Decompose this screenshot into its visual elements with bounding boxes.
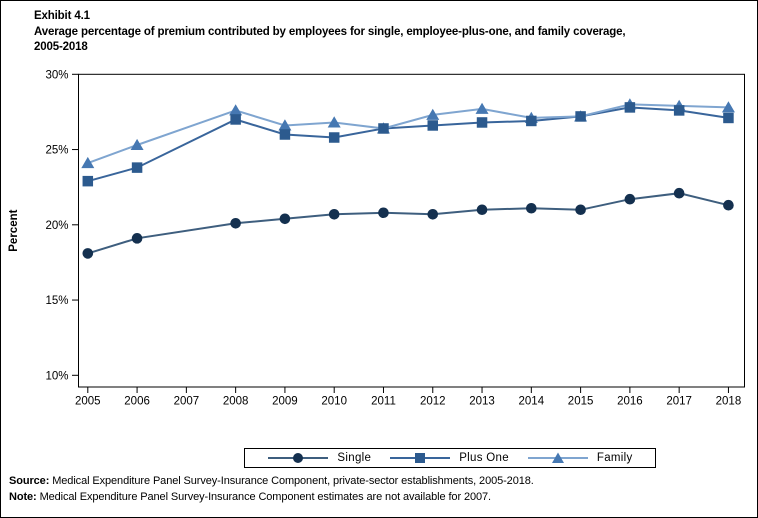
single-marker-2009 xyxy=(279,213,291,225)
legend-entry-plus-one: Plus One xyxy=(389,452,509,464)
single-circle-icon xyxy=(293,453,304,463)
x-axis-tick-label: 2009 xyxy=(272,396,298,408)
source-text: Medical Expenditure Panel Survey-Insuran… xyxy=(49,475,534,487)
plus-one-marker-2008 xyxy=(230,114,241,125)
x-axis-tick-label: 2014 xyxy=(519,396,545,408)
single-marker-2014 xyxy=(526,202,537,214)
plus-one-marker-2013 xyxy=(476,117,488,128)
single-marker-2008 xyxy=(230,217,241,229)
single-marker-2016 xyxy=(624,193,636,205)
family-marker-2005 xyxy=(81,156,95,169)
plus-one-marker-2010 xyxy=(328,132,340,143)
exhibit-label: Exhibit 4.1 xyxy=(34,10,90,22)
single-marker-2005 xyxy=(82,248,94,259)
chart-title-block: Exhibit 4.1 Average percentage of premiu… xyxy=(34,9,743,56)
single-marker-2015 xyxy=(575,204,586,216)
legend-entry-single: Single xyxy=(267,452,371,464)
y-axis-tick-label: 30% xyxy=(45,69,68,81)
series-line-plus-one xyxy=(87,106,729,183)
x-axis-tick-label: 2015 xyxy=(568,396,594,408)
x-axis-tick-label: 2007 xyxy=(174,396,200,408)
plus-one-marker-2017 xyxy=(673,105,685,116)
legend-label-single: Single xyxy=(337,452,372,464)
chart-title-line2: 2005-2018 xyxy=(34,41,88,53)
x-axis-tick-label: 2013 xyxy=(469,396,495,408)
single-marker-2013 xyxy=(476,204,488,216)
plus-one-marker-2005 xyxy=(82,175,94,187)
single-marker-2006 xyxy=(131,233,143,244)
legend-label-plus-one: Plus One xyxy=(459,452,509,464)
plus-one-marker-2006 xyxy=(131,162,143,173)
plus-one-marker-2015 xyxy=(575,111,586,122)
x-axis-tick-label: 2008 xyxy=(223,396,249,408)
x-axis-tick-label: 2011 xyxy=(371,396,396,408)
note-text: Medical Expenditure Panel Survey-Insuran… xyxy=(36,491,492,503)
single-marker-2018 xyxy=(723,199,734,211)
single-marker-2017 xyxy=(673,187,685,199)
plus-one-marker-2018 xyxy=(723,112,734,124)
x-axis-tick-label: 2012 xyxy=(420,396,446,408)
single-legend-glyph xyxy=(268,453,329,463)
chart-footer: Source: Medical Expenditure Panel Survey… xyxy=(9,473,749,505)
source-label: Source: xyxy=(9,475,50,487)
x-axis-tick-label: 2017 xyxy=(666,396,692,408)
plus-one-marker-2009 xyxy=(279,129,291,140)
family-marker-2010 xyxy=(327,116,341,128)
x-axis-tick-label: 2018 xyxy=(716,396,742,408)
single-marker-2011 xyxy=(378,207,389,219)
family-marker-2008 xyxy=(229,104,243,116)
x-axis-tick-label: 2005 xyxy=(75,396,101,408)
x-axis-tick-label: 2010 xyxy=(321,396,347,408)
note-line: Note: Medical Expenditure Panel Survey-I… xyxy=(9,489,749,505)
x-axis-tick-label: 2016 xyxy=(617,396,643,408)
plus-one-marker-2011 xyxy=(378,123,389,134)
legend-label-family: Family xyxy=(596,452,633,464)
source-line: Source: Medical Expenditure Panel Survey… xyxy=(9,473,749,489)
y-axis-tick-label: 10% xyxy=(45,370,68,382)
plus-one-legend-glyph xyxy=(390,453,451,463)
family-marker-2012 xyxy=(426,108,440,120)
family-marker-2018 xyxy=(721,101,735,113)
plus-one-square-icon xyxy=(415,453,426,463)
chart-title-line1: Average percentage of premium contribute… xyxy=(34,25,626,38)
family-marker-2009 xyxy=(278,119,292,131)
family-legend-glyph xyxy=(527,452,588,463)
y-axis-title: Percent xyxy=(8,209,20,251)
note-label: Note: xyxy=(9,491,37,503)
y-axis-tick-label: 15% xyxy=(45,295,68,307)
single-marker-2010 xyxy=(328,208,340,220)
y-axis-tick-label: 20% xyxy=(45,220,68,232)
single-marker-2012 xyxy=(427,208,439,220)
family-triangle-icon xyxy=(551,452,564,463)
family-marker-2013 xyxy=(475,102,489,114)
chart-legend: Single Plus One Family xyxy=(244,448,656,468)
x-axis-tick-label: 2006 xyxy=(124,396,150,408)
plus-one-marker-2014 xyxy=(526,115,537,127)
plus-one-marker-2016 xyxy=(624,102,636,113)
plot-frame xyxy=(78,73,745,388)
plus-one-marker-2012 xyxy=(427,120,439,131)
legend-entry-family: Family xyxy=(527,452,633,464)
series-line-family xyxy=(87,103,729,165)
y-axis-tick-label: 25% xyxy=(45,145,68,157)
family-marker-2006 xyxy=(130,138,144,151)
